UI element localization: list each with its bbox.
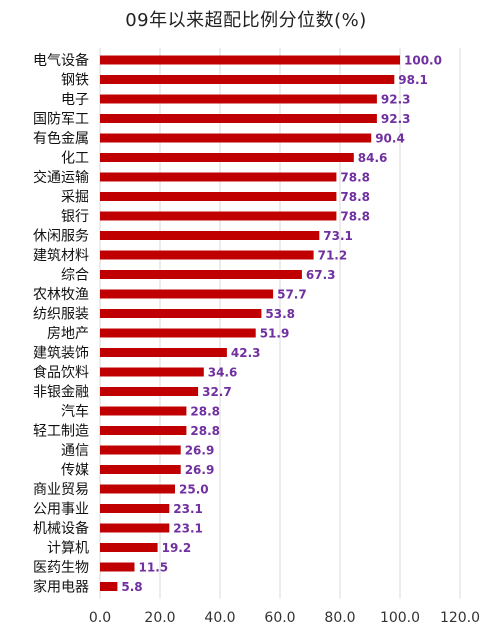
bar (100, 328, 256, 338)
x-tick-label: 40.0 (204, 610, 235, 626)
category-label: 公用事业 (33, 502, 89, 518)
chart-title: 09年以来超配比例分位数(%) (125, 10, 367, 31)
data-label: 26.9 (185, 463, 215, 477)
bar (100, 270, 302, 279)
data-label: 26.9 (185, 444, 215, 458)
bar (100, 465, 181, 474)
x-tick-label: 120.0 (440, 610, 480, 626)
bar (100, 406, 187, 416)
data-label: 19.2 (162, 541, 192, 555)
bar (100, 543, 158, 552)
category-label: 商业贸易 (33, 482, 89, 498)
data-label: 84.6 (358, 151, 388, 165)
data-label: 28.8 (190, 424, 220, 438)
bar (100, 523, 170, 533)
category-label: 建筑材料 (33, 248, 89, 264)
data-label: 78.8 (340, 190, 370, 204)
data-label: 73.1 (323, 229, 353, 243)
category-label: 采掘 (61, 190, 89, 206)
bar (100, 445, 181, 455)
category-label: 化工 (61, 151, 89, 167)
category-label: 非银金融 (33, 385, 89, 401)
bar (100, 172, 337, 182)
bar (100, 426, 187, 435)
data-label: 100.0 (404, 54, 442, 68)
category-label: 综合 (61, 268, 89, 284)
bar (100, 211, 337, 221)
x-tick-label: 100.0 (380, 610, 420, 626)
category-label: 建筑装饰 (33, 346, 89, 362)
category-label: 钢铁 (61, 73, 89, 89)
category-label: 食品饮料 (33, 364, 89, 381)
category-label: 医药生物 (33, 560, 89, 576)
category-label: 电气设备 (33, 52, 89, 69)
bar (100, 387, 199, 396)
data-label: 53.8 (265, 307, 295, 321)
data-label: 92.3 (381, 93, 411, 107)
category-label: 计算机 (47, 541, 89, 557)
bar (100, 133, 372, 143)
category-label: 交通运输 (33, 169, 89, 186)
category-label: 纺织服装 (33, 307, 89, 323)
bar (100, 289, 274, 299)
data-label: 51.9 (260, 327, 290, 341)
bar (100, 484, 175, 494)
data-label: 5.8 (121, 580, 142, 594)
data-label: 23.1 (173, 522, 203, 536)
data-label: 90.4 (375, 132, 405, 146)
data-label: 11.5 (139, 561, 169, 575)
data-label: 57.7 (277, 288, 307, 302)
data-label: 25.0 (179, 483, 209, 497)
bar (100, 348, 227, 357)
bar (100, 94, 377, 104)
bar (100, 55, 400, 65)
category-label: 家用电器 (33, 579, 89, 596)
bar (100, 75, 395, 84)
category-label: 国防军工 (33, 112, 89, 128)
category-label: 传媒 (61, 463, 89, 479)
data-label: 34.6 (208, 366, 238, 380)
bar (100, 504, 170, 513)
bar (100, 231, 320, 240)
category-label: 银行 (61, 209, 89, 225)
data-label: 28.8 (190, 405, 220, 419)
data-label: 78.8 (340, 171, 370, 185)
x-tick-label: 80.0 (324, 610, 355, 626)
bar (100, 192, 337, 201)
data-label: 71.2 (318, 249, 348, 263)
data-label: 23.1 (173, 502, 203, 516)
bar (100, 367, 204, 377)
category-label: 通信 (61, 443, 89, 459)
data-label: 98.1 (398, 73, 428, 87)
bar (100, 582, 118, 591)
data-label: 92.3 (381, 112, 411, 126)
data-label: 67.3 (306, 268, 336, 282)
category-label: 轻工制造 (33, 424, 89, 440)
data-label: 42.3 (231, 346, 261, 360)
bar (100, 114, 377, 123)
x-tick-label: 60.0 (264, 610, 295, 626)
category-label: 农林牧渔 (33, 287, 89, 303)
bar (100, 250, 314, 260)
category-label: 电子 (61, 92, 89, 108)
x-tick-label: 0.0 (89, 610, 111, 626)
data-label: 78.8 (340, 210, 370, 224)
bar (100, 153, 354, 162)
category-label: 休闲服务 (33, 229, 89, 245)
category-label: 房地产 (47, 326, 89, 342)
x-tick-label: 20.0 (144, 610, 175, 626)
bar (100, 562, 135, 572)
category-label: 机械设备 (33, 520, 89, 537)
category-label: 有色金属 (33, 130, 89, 147)
bar (100, 309, 262, 318)
category-label: 汽车 (61, 403, 89, 420)
data-label: 32.7 (202, 385, 232, 399)
